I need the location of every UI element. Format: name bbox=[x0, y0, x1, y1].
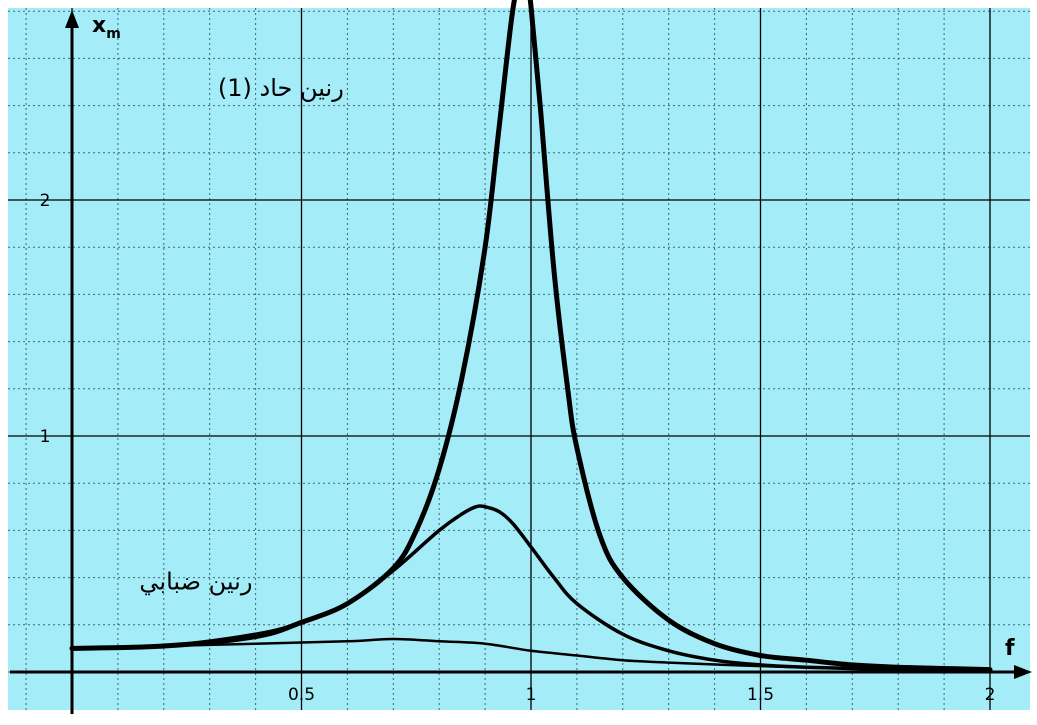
y-axis-label: xm bbox=[92, 13, 121, 42]
series-line-2 bbox=[70, 504, 992, 673]
x-tick-label: 0.5 bbox=[288, 685, 315, 705]
x-tick-label: 1 bbox=[526, 685, 537, 705]
x-tick-label: 2 bbox=[985, 685, 996, 705]
y-axis-arrow-icon bbox=[65, 10, 79, 28]
y-axis-label-main: x bbox=[92, 13, 106, 38]
x-tick-label: 1.5 bbox=[747, 685, 774, 705]
y-tick-label: 2 bbox=[40, 191, 51, 211]
y-tick-label: 1 bbox=[40, 427, 51, 447]
y-axis-label-sub: m bbox=[106, 26, 121, 42]
x-axis-label: f bbox=[1005, 636, 1015, 661]
y-tick-labels: 12 bbox=[40, 191, 51, 447]
x-tick-labels: 0.5 1 1.5 2 bbox=[288, 685, 995, 705]
annotation-label: رنين ضبابي bbox=[139, 567, 252, 595]
plot-background bbox=[8, 8, 1030, 710]
series-line-3 bbox=[70, 637, 992, 673]
annotations: رنين حاد (1) رنين ضبابي bbox=[139, 74, 343, 595]
annotation-label: رنين حاد (1) bbox=[218, 74, 344, 102]
x-axis-arrow-icon bbox=[1014, 665, 1032, 679]
curves bbox=[69, 0, 993, 673]
